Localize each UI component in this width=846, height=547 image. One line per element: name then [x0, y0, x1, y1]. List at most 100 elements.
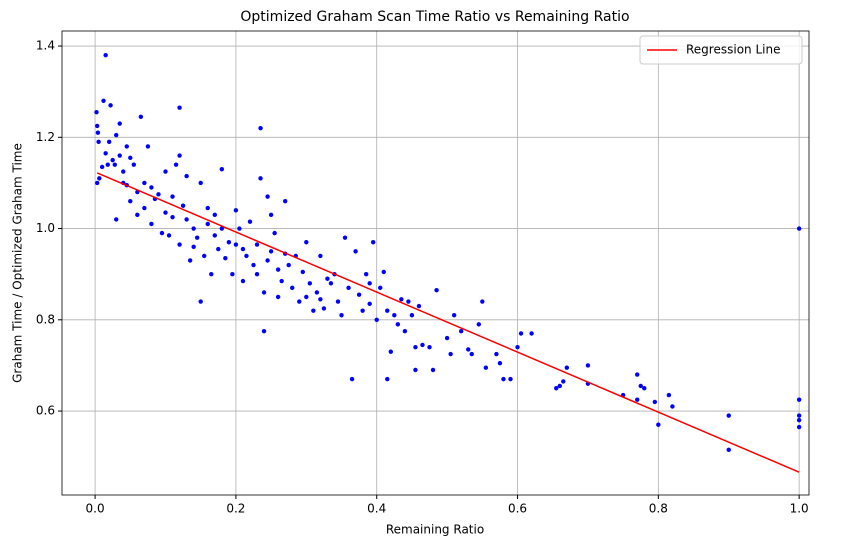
- data-point: [99, 164, 105, 170]
- data-point: [191, 244, 196, 250]
- data-point: [180, 203, 186, 208]
- data-point: [480, 299, 485, 304]
- data-point: [198, 180, 203, 186]
- data-point: [184, 173, 189, 179]
- data-point: [96, 139, 101, 145]
- data-point: [508, 376, 513, 382]
- data-point: [399, 297, 404, 302]
- data-point: [564, 365, 570, 370]
- data-point: [97, 176, 102, 181]
- data-point: [635, 372, 640, 377]
- y-tick-label: 0.6: [36, 404, 55, 418]
- data-point: [392, 313, 397, 318]
- data-point: [339, 313, 344, 318]
- data-point: [177, 242, 182, 247]
- data-point: [103, 151, 108, 156]
- data-point: [325, 276, 330, 281]
- data-point: [247, 219, 253, 224]
- data-point: [466, 347, 471, 352]
- data-point: [518, 331, 524, 336]
- data-point: [430, 367, 436, 373]
- data-point: [216, 246, 221, 252]
- data-point: [240, 246, 246, 252]
- data-point: [420, 342, 425, 348]
- data-point: [254, 242, 260, 247]
- data-point: [656, 422, 661, 427]
- data-point: [367, 281, 372, 286]
- data-point: [237, 226, 242, 231]
- data-point: [117, 121, 122, 126]
- data-point: [476, 322, 481, 327]
- data-point: [406, 299, 411, 304]
- data-point: [304, 294, 309, 300]
- data-point: [108, 103, 113, 108]
- data-point: [286, 262, 291, 268]
- data-point: [173, 162, 179, 167]
- data-point: [670, 404, 675, 409]
- data-point: [131, 162, 137, 167]
- data-point: [226, 240, 232, 245]
- x-tick-label: 0.0: [86, 502, 105, 516]
- x-tick-label: 0.2: [226, 502, 245, 516]
- y-tick-label: 1.2: [36, 130, 55, 144]
- data-point: [258, 125, 263, 131]
- data-point: [106, 139, 112, 145]
- data-point: [409, 313, 415, 318]
- data-point: [219, 226, 225, 231]
- x-tick-label: 0.6: [508, 502, 527, 516]
- data-point: [515, 344, 520, 350]
- data-point: [261, 329, 267, 334]
- data-point: [652, 399, 658, 405]
- data-point: [209, 271, 214, 277]
- data-point: [311, 308, 316, 313]
- data-point: [265, 258, 270, 263]
- data-point: [444, 335, 450, 341]
- data-point: [335, 299, 341, 304]
- regression-line: [96, 172, 800, 473]
- data-point: [170, 214, 175, 220]
- data-point: [205, 221, 210, 227]
- data-point: [282, 198, 288, 204]
- data-point: [135, 212, 140, 218]
- data-point: [328, 281, 334, 286]
- data-point: [307, 281, 313, 286]
- x-tick-label: 0.4: [367, 502, 386, 516]
- data-point: [95, 130, 101, 135]
- data-point: [413, 344, 418, 350]
- data-point: [561, 379, 566, 384]
- x-axis-label: Remaining Ratio: [386, 523, 484, 537]
- data-point: [233, 242, 239, 247]
- data-point: [395, 322, 401, 327]
- data-point: [642, 386, 647, 391]
- data-point: [149, 185, 154, 190]
- data-point: [385, 376, 390, 382]
- data-point: [258, 176, 263, 181]
- data-point: [124, 144, 129, 149]
- data-point: [666, 392, 672, 398]
- data-point: [494, 351, 499, 357]
- data-point: [402, 329, 408, 334]
- data-point: [427, 344, 432, 350]
- data-point: [374, 317, 379, 323]
- data-point: [261, 290, 267, 295]
- data-point: [726, 413, 731, 418]
- data-point: [163, 169, 168, 174]
- data-point: [458, 329, 464, 334]
- data-point: [796, 413, 802, 418]
- data-point: [191, 226, 196, 231]
- data-point: [385, 308, 390, 313]
- data-point: [198, 299, 203, 304]
- data-point: [230, 271, 235, 277]
- data-point: [121, 169, 126, 174]
- data-point: [367, 301, 372, 307]
- data-point: [318, 297, 323, 302]
- data-point: [796, 226, 802, 231]
- data-point: [142, 205, 147, 211]
- data-point: [585, 363, 591, 368]
- data-point: [501, 376, 506, 382]
- data-point: [297, 299, 302, 304]
- data-point: [244, 253, 249, 259]
- data-point: [219, 167, 225, 172]
- data-point: [95, 123, 100, 129]
